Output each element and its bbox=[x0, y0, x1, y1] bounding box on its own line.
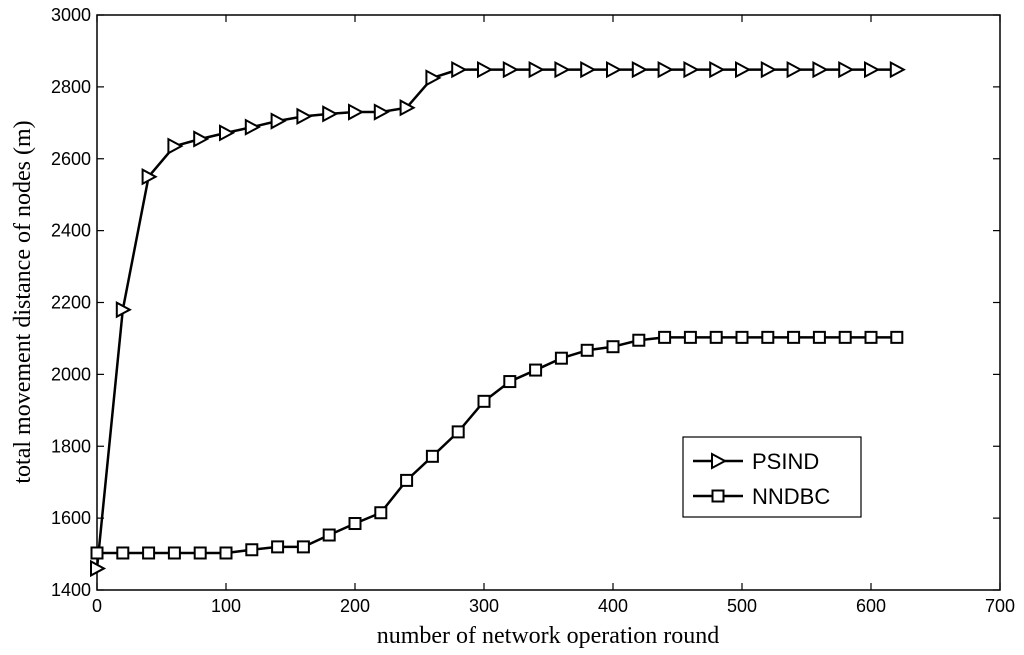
data-point-nndbc bbox=[425, 449, 439, 463]
legend-psind-label: PSIND bbox=[752, 449, 819, 474]
data-point-psind bbox=[631, 60, 648, 79]
data-point-psind bbox=[193, 130, 210, 148]
data-point-nndbc bbox=[503, 375, 517, 389]
data-point-psind bbox=[502, 60, 519, 79]
data-point-nndbc bbox=[735, 330, 749, 344]
data-point-psind bbox=[425, 69, 442, 87]
data-point-psind bbox=[322, 105, 339, 123]
data-point-nndbc bbox=[787, 330, 801, 344]
data-point-nndbc bbox=[116, 546, 130, 560]
x-axis-title: number of network operation round bbox=[377, 623, 720, 649]
data-point-nndbc bbox=[271, 540, 285, 554]
y-tick-label: 2400 bbox=[51, 221, 91, 241]
data-point-psind bbox=[554, 60, 571, 79]
data-point-psind bbox=[244, 118, 261, 136]
x-axis: 0 100 200 300 400 500 600 700 bbox=[92, 15, 1015, 616]
data-point-psind bbox=[373, 103, 390, 121]
data-point-psind bbox=[889, 60, 906, 79]
plot-area bbox=[96, 14, 1001, 591]
y-tick-label: 1800 bbox=[51, 436, 91, 456]
data-point-nndbc bbox=[477, 394, 491, 408]
data-point-psind bbox=[528, 60, 545, 79]
data-point-psind bbox=[348, 103, 365, 121]
data-point-nndbc bbox=[374, 506, 388, 520]
x-tick-label: 700 bbox=[985, 596, 1015, 616]
legend-nndbc-marker bbox=[711, 489, 725, 503]
data-point-psind bbox=[735, 60, 752, 79]
x-tick-label: 0 bbox=[92, 596, 102, 616]
data-point-psind bbox=[219, 124, 236, 142]
data-point-psind bbox=[477, 60, 494, 79]
data-point-nndbc bbox=[529, 363, 543, 377]
x-tick-label: 100 bbox=[211, 596, 241, 616]
data-point-nndbc bbox=[838, 330, 852, 344]
legend: PSIND NNDBC bbox=[682, 436, 862, 518]
legend-nndbc-marker-shape bbox=[711, 489, 725, 503]
data-point-nndbc bbox=[761, 330, 775, 344]
y-tick-label: 2800 bbox=[51, 77, 91, 97]
x-tick-label: 300 bbox=[469, 596, 499, 616]
x-tick-label: 200 bbox=[340, 596, 370, 616]
data-point-nndbc bbox=[632, 333, 646, 347]
data-point-nndbc bbox=[709, 330, 723, 344]
y-tick-label: 1400 bbox=[51, 580, 91, 600]
data-point-nndbc bbox=[890, 330, 904, 344]
x-tick-label: 400 bbox=[598, 596, 628, 616]
data-point-nndbc bbox=[683, 330, 697, 344]
data-point-psind bbox=[864, 60, 881, 79]
data-point-psind bbox=[760, 60, 777, 79]
data-point-nndbc bbox=[554, 351, 568, 365]
y-tick-label: 2600 bbox=[51, 149, 91, 169]
legend-psind-marker-shape bbox=[711, 452, 728, 470]
legend-box bbox=[682, 436, 862, 518]
data-point-psind bbox=[709, 60, 726, 79]
data-point-nndbc bbox=[864, 330, 878, 344]
data-point-nndbc bbox=[348, 517, 362, 531]
data-point-nndbc bbox=[658, 330, 672, 344]
x-tick-label: 500 bbox=[727, 596, 757, 616]
y-tick-label: 3000 bbox=[51, 5, 91, 25]
y-tick-label: 1600 bbox=[51, 508, 91, 528]
data-point-nndbc bbox=[142, 546, 156, 560]
data-point-psind bbox=[270, 112, 287, 130]
data-point-nndbc bbox=[219, 546, 233, 560]
series-layer bbox=[90, 60, 906, 578]
data-point-psind bbox=[167, 137, 184, 155]
data-point-nndbc bbox=[296, 540, 310, 554]
y-axis-title: total movement distance of nodes (m) bbox=[10, 120, 36, 483]
data-point-nndbc bbox=[812, 330, 826, 344]
data-point-psind bbox=[580, 60, 597, 79]
data-point-nndbc bbox=[193, 546, 207, 560]
data-point-psind bbox=[90, 559, 107, 578]
data-point-psind bbox=[683, 60, 700, 79]
data-point-psind bbox=[812, 60, 829, 79]
series-nndbc bbox=[90, 330, 904, 560]
data-point-psind bbox=[296, 107, 313, 126]
data-point-psind bbox=[115, 301, 132, 319]
legend-psind-marker bbox=[711, 452, 728, 470]
y-tick-label: 2200 bbox=[51, 293, 91, 313]
data-point-nndbc bbox=[167, 546, 181, 560]
data-point-nndbc bbox=[451, 425, 465, 439]
x-tick-label: 600 bbox=[856, 596, 886, 616]
data-point-nndbc bbox=[245, 543, 259, 557]
data-point-nndbc bbox=[606, 340, 620, 354]
y-tick-label: 2000 bbox=[51, 364, 91, 384]
data-point-psind bbox=[606, 60, 623, 79]
y-axis: 1400 1600 1800 2000 2200 2400 2600 2800 3000 bbox=[51, 5, 1000, 600]
data-point-nndbc bbox=[580, 343, 594, 357]
data-point-psind bbox=[399, 99, 416, 117]
data-point-psind bbox=[838, 60, 855, 79]
data-point-nndbc bbox=[90, 546, 104, 560]
series-psind bbox=[90, 60, 906, 578]
data-point-nndbc bbox=[400, 473, 414, 487]
data-point-nndbc bbox=[322, 528, 336, 542]
data-point-psind bbox=[141, 168, 158, 186]
data-point-psind bbox=[786, 60, 803, 79]
data-point-psind bbox=[657, 60, 674, 79]
data-point-psind bbox=[451, 60, 468, 79]
legend-nndbc-label: NNDBC bbox=[752, 484, 830, 509]
